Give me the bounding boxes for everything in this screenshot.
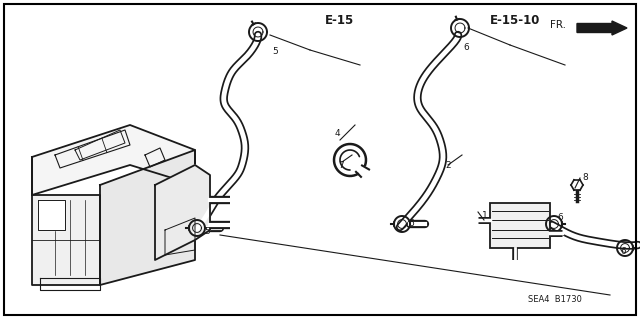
Text: E-15-10: E-15-10 bbox=[490, 13, 540, 26]
Text: 1: 1 bbox=[482, 211, 488, 219]
Polygon shape bbox=[100, 150, 195, 285]
Text: FR.: FR. bbox=[550, 20, 566, 30]
Text: E-15: E-15 bbox=[325, 13, 355, 26]
Text: 2: 2 bbox=[445, 160, 451, 169]
Text: 6: 6 bbox=[463, 43, 468, 53]
Polygon shape bbox=[490, 203, 550, 248]
Text: 5: 5 bbox=[272, 48, 278, 56]
Text: 6: 6 bbox=[620, 248, 626, 256]
Text: 5: 5 bbox=[204, 227, 210, 236]
Text: 8: 8 bbox=[582, 174, 588, 182]
FancyArrow shape bbox=[577, 21, 627, 35]
Polygon shape bbox=[32, 125, 195, 195]
Polygon shape bbox=[38, 200, 65, 230]
Polygon shape bbox=[155, 165, 210, 260]
Text: 6: 6 bbox=[408, 219, 413, 228]
Text: 4: 4 bbox=[335, 129, 340, 137]
Polygon shape bbox=[32, 157, 100, 285]
Text: SEA4  B1730: SEA4 B1730 bbox=[528, 295, 582, 305]
Text: 7: 7 bbox=[338, 160, 344, 169]
Text: 6: 6 bbox=[557, 213, 563, 222]
